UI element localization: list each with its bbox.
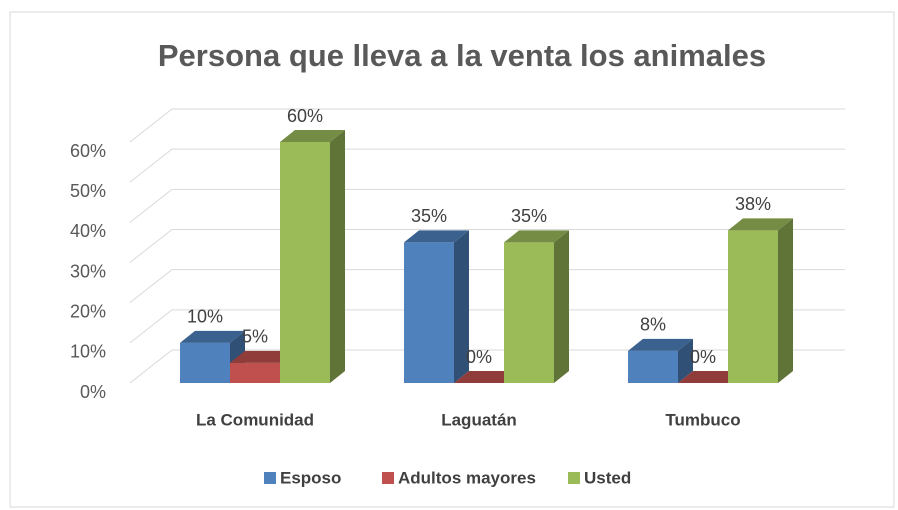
- data-label: 35%: [511, 206, 547, 226]
- bar: [504, 242, 554, 383]
- grid-line: [129, 269, 845, 304]
- bar-top: [728, 218, 793, 231]
- y-tick-label: 10%: [70, 342, 106, 362]
- data-label: 8%: [640, 315, 666, 335]
- y-tick-label: 0%: [80, 382, 106, 402]
- legend-swatch: [568, 472, 580, 484]
- bar-top: [404, 230, 469, 243]
- x-tick-label: Laguatán: [441, 410, 517, 429]
- legend-swatch: [382, 472, 394, 484]
- legend-label: Esposo: [280, 468, 341, 487]
- bar: [404, 242, 454, 383]
- bar-top: [230, 350, 295, 363]
- bar-side: [330, 130, 345, 383]
- bar-top: [454, 371, 519, 383]
- y-tick-label: 40%: [70, 221, 106, 241]
- bar-top: [504, 230, 569, 243]
- bar-top: [628, 338, 693, 351]
- grid-line: [129, 108, 845, 143]
- data-label: 0%: [466, 347, 492, 367]
- data-label: 10%: [187, 307, 223, 327]
- data-label: 35%: [411, 206, 447, 226]
- bar-side: [778, 218, 793, 383]
- y-tick-label: 20%: [70, 301, 106, 321]
- bar: [728, 230, 778, 383]
- y-tick-label: 60%: [70, 141, 106, 161]
- data-label: 38%: [735, 194, 771, 214]
- data-label: 5%: [242, 327, 268, 347]
- grid-line: [129, 349, 845, 384]
- x-tick-label: Tumbuco: [665, 410, 740, 429]
- data-label: 0%: [690, 347, 716, 367]
- bar-side: [454, 230, 469, 383]
- bar-side: [554, 230, 569, 383]
- bar: [280, 142, 330, 383]
- bar: [180, 342, 230, 383]
- legend-label: Adultos mayores: [398, 468, 536, 487]
- bar-top: [678, 371, 743, 383]
- data-label: 60%: [287, 106, 323, 126]
- y-tick-label: 30%: [70, 261, 106, 281]
- grid-line: [129, 229, 845, 263]
- legend-label: Usted: [584, 468, 631, 487]
- legend-swatch: [264, 472, 276, 484]
- bar-top: [180, 330, 245, 343]
- x-tick-label: La Comunidad: [196, 410, 314, 429]
- bar: [230, 362, 280, 383]
- grid-line: [129, 188, 845, 223]
- grid-line: [129, 148, 845, 183]
- chart-title: Persona que lleva a la venta los animale…: [158, 38, 766, 73]
- y-tick-label: 50%: [70, 181, 106, 201]
- bar: [628, 350, 678, 383]
- grid-line: [129, 309, 845, 344]
- bar-top: [280, 130, 345, 142]
- bar-side: [678, 338, 693, 383]
